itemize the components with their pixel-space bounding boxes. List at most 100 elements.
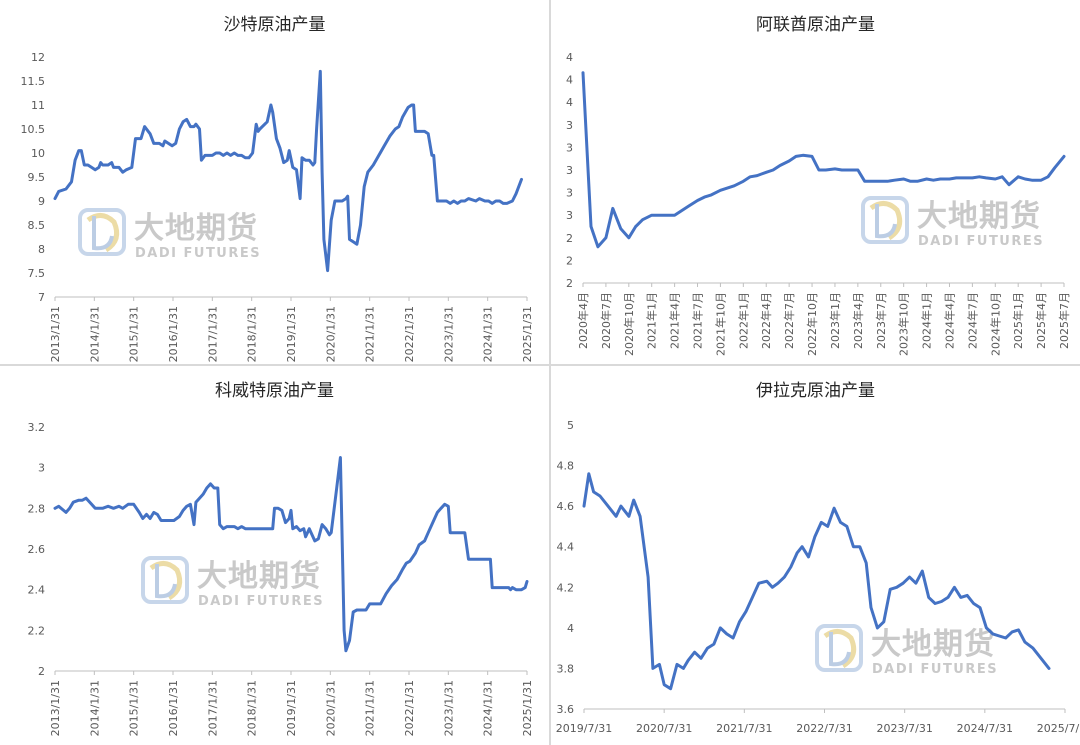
y-tick-label: 3 — [38, 462, 45, 475]
x-tick-label: 2020/1/31 — [324, 680, 337, 736]
x-tick-label: 2022年10月 — [805, 292, 819, 356]
x-tick-label: 2015/1/31 — [128, 306, 141, 362]
watermark-en-text: DADI FUTURES — [872, 662, 998, 677]
x-tick-label: 2024年1月 — [920, 292, 934, 349]
x-tick-label: 2015/1/31 — [128, 680, 141, 736]
watermark-cn-text: 大地期货 — [917, 199, 1041, 234]
x-tick-label: 2013/1/31 — [49, 306, 62, 362]
x-tick-label: 2020/7/31 — [636, 722, 692, 735]
series-line — [582, 472, 1051, 691]
x-tick-label: 2022年7月 — [782, 292, 796, 349]
x-tick-label: 2019/7/31 — [556, 722, 612, 735]
horizontal-divider — [0, 364, 1080, 366]
x-tick-label: 2025年1月 — [1011, 292, 1025, 349]
y-tick-label: 4 — [566, 74, 573, 87]
y-tick-label: 9 — [38, 195, 45, 208]
watermark-cn-text: 大地期货 — [134, 211, 258, 246]
logo-d-icon — [875, 204, 897, 239]
y-tick-label: 2 — [38, 665, 45, 678]
y-tick-label: 3.6 — [557, 703, 575, 716]
x-tick-label: 2021/7/31 — [716, 722, 772, 735]
x-tick-label: 2017/1/31 — [206, 306, 219, 362]
y-tick-label: 8 — [38, 243, 45, 256]
y-tick-label: 4 — [567, 622, 574, 635]
x-tick-label: 2013/1/31 — [49, 680, 62, 736]
x-tick-label: 2016/1/31 — [167, 306, 180, 362]
panel-saudi: 沙特原油产量 7 7.5 8 8.5 9 9.5 10 10.5 11 11.5 12 2013/1/3… — [0, 0, 549, 364]
x-tick-label: 2023年1月 — [828, 292, 842, 349]
logo-frame-icon — [861, 196, 909, 244]
x-tick-label: 2021年1月 — [645, 292, 659, 349]
panel-iraq: 伊拉克原油产量 3.6 3.8 4 4.2 4.4 4.6 4.8 5 2019/7/31 2020… — [551, 366, 1080, 745]
vertical-divider — [549, 0, 551, 745]
x-tick-label: 2022年1月 — [736, 292, 750, 349]
x-tick-label: 2024/1/31 — [482, 306, 495, 362]
y-tick-label: 12 — [31, 51, 45, 64]
x-tick-label: 2021/1/31 — [364, 680, 377, 736]
y-tick-label: 8.5 — [28, 219, 46, 232]
y-tick-label: 2 — [566, 277, 573, 290]
x-tick-label: 2018/1/31 — [246, 680, 259, 736]
panel-kuwait: 科威特原油产量 2 2.2 2.4 2.6 2.8 3 3.2 2013/1/31 2014/1/… — [0, 366, 549, 745]
y-tick-label: 4.6 — [557, 500, 575, 513]
x-tick-label: 2018/1/31 — [246, 306, 259, 362]
y-tick-label: 3 — [566, 164, 573, 177]
watermark-cn-text: 大地期货 — [871, 627, 995, 662]
x-tick-label: 2024年4月 — [942, 292, 956, 349]
x-tick-label: 2019/1/31 — [285, 680, 298, 736]
y-tick-label: 4.8 — [557, 460, 575, 473]
x-tick-label: 2023/1/31 — [442, 306, 455, 362]
watermark-en-text: DADI FUTURES — [198, 594, 324, 609]
y-tick-label: 2 — [566, 254, 573, 267]
y-tick-label: 11.5 — [21, 75, 46, 88]
series-line — [53, 69, 523, 273]
x-tick-label: 2025/1/31 — [521, 306, 534, 362]
kuwait-oil-production-chart: 科威特原油产量 2 2.2 2.4 2.6 2.8 3 3.2 2013/1/31 2014/1/… — [28, 381, 535, 736]
y-tick-label: 9.5 — [28, 171, 46, 184]
y-tick-label: 7 — [38, 291, 45, 304]
x-tick-label: 2025/7/31 — [1037, 722, 1080, 735]
x-tick-label: 2022/7/31 — [796, 722, 852, 735]
watermark-en-text: DADI FUTURES — [135, 246, 261, 261]
x-tick-label: 2023/1/31 — [442, 680, 455, 736]
y-tick-label: 4.2 — [557, 581, 575, 594]
x-tick-label: 2017/1/31 — [206, 680, 219, 736]
iraq-oil-production-chart: 伊拉克原油产量 3.6 3.8 4 4.2 4.4 4.6 4.8 5 2019/7/31 2020… — [556, 381, 1080, 735]
y-tick-label: 2.4 — [28, 584, 46, 597]
chart-title: 伊拉克原油产量 — [756, 381, 875, 401]
logo-d-icon — [829, 632, 851, 667]
x-tick-label: 2022/1/31 — [403, 680, 416, 736]
logo-d-icon — [155, 564, 177, 599]
x-tick-label: 2014/1/31 — [88, 306, 101, 362]
y-tick-label: 10.5 — [21, 123, 46, 136]
y-tick-label: 3.8 — [557, 662, 575, 675]
x-tick-label: 2022年4月 — [759, 292, 773, 349]
y-tick-label: 11 — [31, 99, 45, 112]
x-tick-label: 2016/1/31 — [167, 680, 180, 736]
x-tick-label: 2019/1/31 — [285, 306, 298, 362]
y-tick-label: 2.6 — [28, 543, 46, 556]
y-tick-label: 4 — [566, 96, 573, 109]
x-tick-label: 2020年7月 — [599, 292, 613, 349]
y-tick-label: 3.2 — [28, 421, 46, 434]
x-tick-label: 2021年10月 — [713, 292, 727, 356]
watermark-cn-text: 大地期货 — [197, 559, 321, 594]
y-tick-label: 3 — [566, 119, 573, 132]
x-tick-label: 2025/1/31 — [521, 680, 534, 736]
y-tick-label: 4 — [566, 51, 573, 64]
x-tick-label: 2024/7/31 — [957, 722, 1013, 735]
x-tick-label: 2024年10月 — [988, 292, 1002, 356]
y-tick-label: 3 — [566, 187, 573, 200]
y-tick-label: 4.4 — [557, 541, 575, 554]
chart-title: 科威特原油产量 — [215, 381, 334, 401]
chart-title: 阿联酋原油产量 — [756, 15, 875, 35]
x-tick-label: 2014/1/31 — [88, 680, 101, 736]
x-tick-label: 2023年7月 — [874, 292, 888, 349]
x-tick-label: 2021/1/31 — [364, 306, 377, 362]
x-tick-label: 2023年4月 — [851, 292, 865, 349]
x-tick-label: 2021年4月 — [668, 292, 682, 349]
x-tick-label: 2025年7月 — [1057, 292, 1071, 349]
